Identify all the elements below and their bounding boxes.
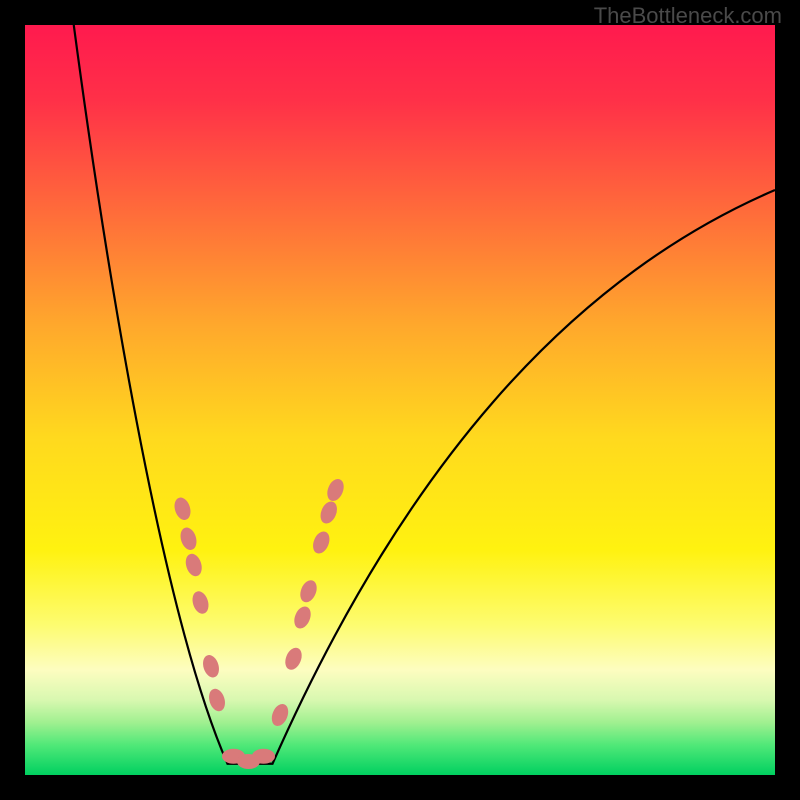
curve-marker — [318, 500, 339, 526]
curve-marker — [201, 654, 221, 679]
curve-marker — [325, 477, 346, 503]
watermark-text: TheBottleneck.com — [594, 3, 782, 29]
chart-svg — [0, 0, 800, 800]
curve-marker — [298, 578, 319, 604]
curve-marker — [311, 530, 332, 556]
curve-marker — [292, 605, 313, 631]
curve-marker — [269, 702, 290, 728]
curve-marker — [184, 552, 204, 577]
curve-marker — [253, 749, 275, 763]
chart-frame: TheBottleneck.com — [0, 0, 800, 800]
curve-marker — [172, 496, 192, 521]
curve-marker — [283, 646, 304, 672]
curve-marker — [207, 687, 227, 712]
curve-marker — [178, 526, 198, 551]
v-curve — [74, 25, 775, 764]
curve-marker — [190, 590, 210, 615]
